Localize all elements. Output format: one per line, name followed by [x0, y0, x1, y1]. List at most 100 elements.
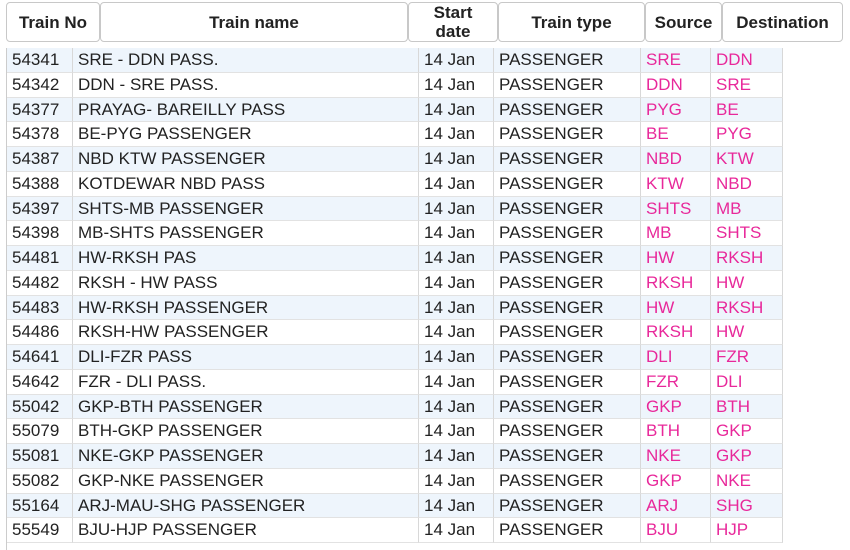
table-cell: 54642 [7, 369, 73, 395]
table-cell: HW [711, 320, 783, 345]
table-cell: PYG [711, 122, 783, 147]
table-cell: SRE [641, 48, 711, 73]
table-cell: SHTS-MB PASSENGER [73, 196, 419, 222]
table-cell: GKP-BTH PASSENGER [73, 394, 419, 420]
table-cell: BJU-HJP PASSENGER [73, 518, 419, 543]
table-cell: 14 Jan [419, 97, 494, 123]
table-cell: BTH [711, 394, 783, 420]
table-cell: MB [641, 221, 711, 246]
table-cell: 14 Jan [419, 122, 494, 147]
table-cell: SRE - DDN PASS. [73, 48, 419, 73]
table-cell: RKSH [641, 270, 711, 296]
table-cell: GKP [711, 444, 783, 469]
table-cell: DLI [641, 345, 711, 370]
table-cell: MB-SHTS PASSENGER [73, 221, 419, 246]
table-cell: 54342 [7, 72, 73, 98]
table-cell: PASSENGER [494, 419, 641, 444]
table-cell: NBD [641, 147, 711, 172]
table-cell: 54486 [7, 320, 73, 345]
table-cell: BE [711, 97, 783, 123]
table-cell: 14 Jan [419, 295, 494, 321]
table-cell: RKSH [641, 320, 711, 345]
table-cell: 14 Jan [419, 270, 494, 296]
table-cell: 54387 [7, 147, 73, 172]
table-cell: 55081 [7, 444, 73, 469]
table-cell: HW-RKSH PASSENGER [73, 295, 419, 321]
table-cell: PASSENGER [494, 493, 641, 519]
table-cell: 55079 [7, 419, 73, 444]
column-header[interactable]: Train type [498, 2, 645, 42]
table-cell: NKE [641, 444, 711, 469]
table-cell: 14 Jan [419, 518, 494, 543]
table-cell: PASSENGER [494, 221, 641, 246]
table-cell: PASSENGER [494, 246, 641, 271]
table-cell: BJU [641, 518, 711, 543]
table-cell: 55082 [7, 468, 73, 494]
table-cell: PASSENGER [494, 320, 641, 345]
table-cell: 55164 [7, 493, 73, 519]
table-cell: DDN [641, 72, 711, 98]
column-header[interactable]: Train name [100, 2, 408, 42]
table-cell: 54397 [7, 196, 73, 222]
table-cell: 54483 [7, 295, 73, 321]
table-cell: BTH-GKP PASSENGER [73, 419, 419, 444]
table-cell: 14 Jan [419, 221, 494, 246]
table-cell: HJP [711, 518, 783, 543]
table-cell: PASSENGER [494, 48, 641, 73]
table-cell: 14 Jan [419, 493, 494, 519]
table-cell: GKP [711, 419, 783, 444]
table-cell: 54378 [7, 122, 73, 147]
table-cell: FZR [641, 369, 711, 395]
table-cell: HW [711, 270, 783, 296]
table-cell: 14 Jan [419, 246, 494, 271]
table-cell: NKE [711, 468, 783, 494]
table-cell: PASSENGER [494, 72, 641, 98]
column-header[interactable]: Destination [722, 2, 843, 42]
table-cell: RKSH-HW PASSENGER [73, 320, 419, 345]
table-cell: 14 Jan [419, 171, 494, 197]
table-cell: NBD [711, 171, 783, 197]
table-cell: PASSENGER [494, 295, 641, 321]
table-cell: PASSENGER [494, 369, 641, 395]
table-cell: 55042 [7, 394, 73, 420]
column-header[interactable]: Train No [6, 2, 100, 42]
table-cell: ARJ [641, 493, 711, 519]
table-cell: BE-PYG PASSENGER [73, 122, 419, 147]
table-cell: KTW [641, 171, 711, 197]
table-cell: PYG [641, 97, 711, 123]
table-cell: SRE [711, 72, 783, 98]
table-cell: 54481 [7, 246, 73, 271]
table-cell: 14 Jan [419, 394, 494, 420]
table-cell: PASSENGER [494, 345, 641, 370]
table-cell: PASSENGER [494, 147, 641, 172]
table-cell: KOTDEWAR NBD PASS [73, 171, 419, 197]
table-cell: GKP [641, 394, 711, 420]
table-cell: FZR [711, 345, 783, 370]
table-cell: NKE-GKP PASSENGER [73, 444, 419, 469]
table-cell: 54482 [7, 270, 73, 296]
table-cell: NBD KTW PASSENGER [73, 147, 419, 172]
table-cell: 14 Jan [419, 419, 494, 444]
table-cell: MB [711, 196, 783, 222]
table-cell: 54388 [7, 171, 73, 197]
table-cell: HW-RKSH PAS [73, 246, 419, 271]
column-header[interactable]: Source [645, 2, 722, 42]
table-cell: 55549 [7, 518, 73, 543]
table-cell: PASSENGER [494, 394, 641, 420]
table-cell: DDN [711, 48, 783, 73]
table-cell: 14 Jan [419, 444, 494, 469]
table-cell: 14 Jan [419, 320, 494, 345]
table-cell: BTH [641, 419, 711, 444]
table-cell: DDN - SRE PASS. [73, 72, 419, 98]
table-cell: SHG [711, 493, 783, 519]
table-cell: 14 Jan [419, 48, 494, 73]
table-cell: 54398 [7, 221, 73, 246]
column-header[interactable]: Start date [408, 2, 498, 42]
table-cell: 14 Jan [419, 196, 494, 222]
table-cell: SHTS [711, 221, 783, 246]
table-cell: KTW [711, 147, 783, 172]
table-cell: HW [641, 295, 711, 321]
table-cell: GKP [641, 468, 711, 494]
table-cell: 54341 [7, 48, 73, 73]
